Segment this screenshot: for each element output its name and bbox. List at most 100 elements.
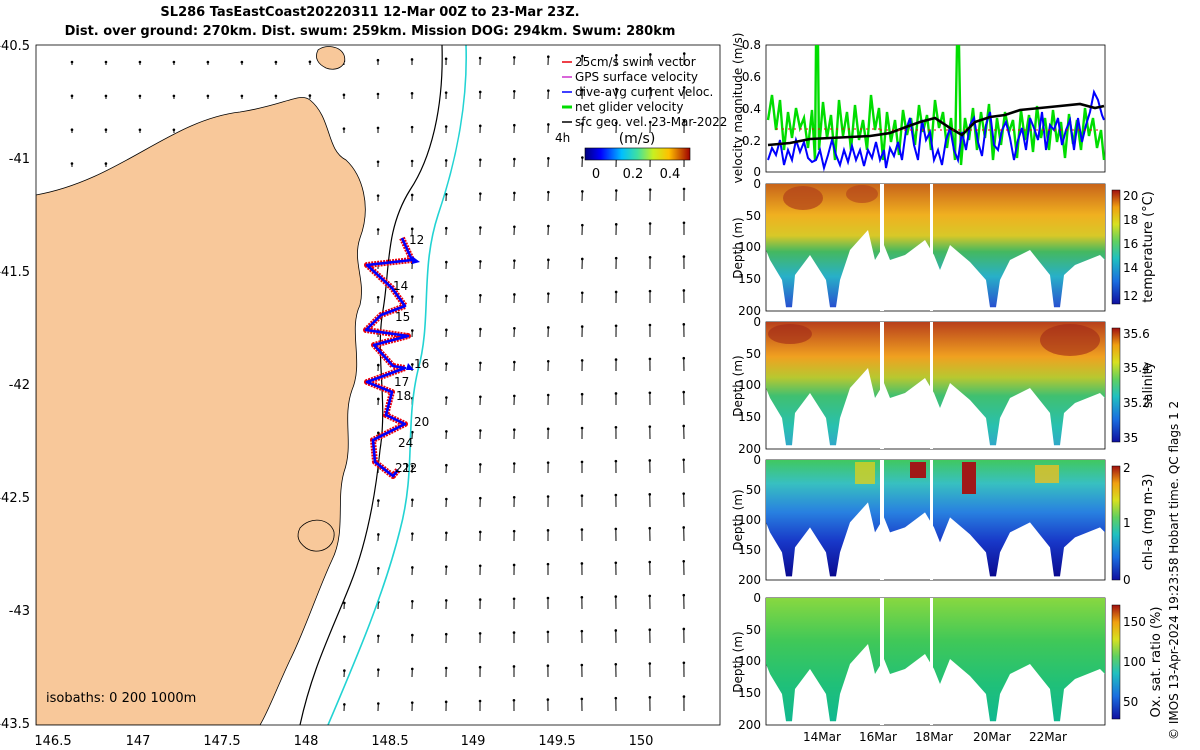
depth-ticks: 0 50 100 150 200 0 50 100 150 200 0 50 1… <box>738 177 761 732</box>
day-label-17: 17 <box>394 375 409 389</box>
velocity-arrow-head <box>648 357 652 361</box>
temperature-colorbar <box>1111 189 1121 305</box>
velocity-arrow-head <box>410 701 414 704</box>
depth-tick: 0 <box>753 591 761 605</box>
velocity-arrow-head <box>376 228 380 231</box>
velocity-arrow-head <box>445 497 448 501</box>
ox-cbar-tick: 100 <box>1123 655 1146 669</box>
velocity-arrow-head <box>682 593 686 597</box>
velocity-arrow-head <box>648 560 652 564</box>
velocity-arrow-head <box>478 598 482 601</box>
velocity-arrow-head <box>580 426 584 430</box>
depth-tick: 100 <box>738 240 761 254</box>
velocity-arrow-head <box>512 529 516 533</box>
velocity-arrow-head <box>444 91 448 94</box>
depth-tick: 50 <box>746 347 761 361</box>
speed-colorbar <box>584 147 691 161</box>
velocity-arrow-head <box>445 396 448 399</box>
depth-tick: 150 <box>738 686 761 700</box>
track-day-labels: 12 14 15 16 17 18 20 24 21 22 <box>393 233 429 475</box>
velocity-arrow-head <box>648 86 652 90</box>
depth-tick: 200 <box>738 573 761 587</box>
velocity-arrow-head <box>580 392 584 396</box>
salinity-section-panel: 35 35.2 35.4 35.6 salinity <box>765 321 1156 450</box>
velocity-arrow-head <box>648 594 652 598</box>
time-tick: 18Mar <box>915 730 953 744</box>
lon-tick: 148.5 <box>371 734 408 749</box>
depth-tick: 150 <box>738 272 761 286</box>
velocity-arrow-head <box>240 60 244 64</box>
velocity-arrow-head <box>478 496 482 500</box>
lon-tick: 148 <box>294 734 319 749</box>
velocity-arrow-head <box>410 159 414 163</box>
velocity-arrow-head <box>682 255 686 258</box>
velocity-arrow-head <box>479 361 482 365</box>
day-label-14: 14 <box>393 279 408 293</box>
day-label-21: 21 <box>395 461 410 475</box>
velocity-arrow-head <box>580 562 584 565</box>
velocity-arrow-head <box>614 223 618 226</box>
velocity-arrow-head <box>581 122 584 126</box>
warm-patch <box>846 185 878 203</box>
velocity-arrow-head <box>70 60 74 64</box>
velocity-arrow-head <box>444 159 448 162</box>
velocity-arrow-head <box>546 495 550 498</box>
map-longitude-ticks: 146.5 147 147.5 148 148.5 149 149.5 150 <box>34 734 653 749</box>
velocity-arrow-head <box>682 627 686 631</box>
velocity-arrow-head <box>376 126 380 130</box>
velocity-arrow-head <box>580 596 584 599</box>
velocity-arrow-head <box>580 460 584 464</box>
velocity-arrow-head <box>682 695 686 698</box>
velocity-arrow-head <box>478 530 482 534</box>
depth-tick: 0 <box>753 453 761 467</box>
depth-tick: 200 <box>738 304 761 318</box>
velocity-arrow-head <box>479 463 482 466</box>
velocity-arrow-head <box>546 359 550 363</box>
day-label-20: 20 <box>414 415 429 429</box>
sal-cbar-tick: 35 <box>1123 431 1138 445</box>
velocity-arrow-head <box>648 628 652 632</box>
velocity-arrow-head <box>648 425 652 428</box>
velocity-arrow-head <box>513 360 516 364</box>
legend-gps-velocity: GPS surface velocity <box>575 70 698 84</box>
velocity-arrow-head <box>614 324 618 328</box>
velocity-arrow-head <box>682 289 686 292</box>
velocity-arrow-head <box>648 493 652 496</box>
velocity-arrow-head <box>648 256 652 259</box>
copyright-notice: © IMOS 13-Apr-2024 19:23:58 Hobart time.… <box>1167 400 1181 740</box>
velocity-arrow-head <box>343 669 346 672</box>
velocity-ylabel: velocity magnitude (m/s) <box>731 33 745 184</box>
lat-tick: -41.5 <box>0 265 30 280</box>
velocity-arrow-head <box>513 293 516 296</box>
velocity-arrow-head <box>479 293 482 297</box>
velocity-arrow-head <box>614 426 618 429</box>
velocity-arrow-head <box>513 123 516 127</box>
velocity-arrow-head <box>581 190 584 193</box>
oxygen-colorbar <box>1111 604 1121 720</box>
chl-patch <box>910 462 926 478</box>
velocity-arrow-head <box>376 92 380 96</box>
velocity-arrow-head <box>343 703 346 706</box>
velocity-arrow-head <box>648 120 652 124</box>
salinity-colorbar <box>1111 327 1121 443</box>
data-gap <box>930 322 933 449</box>
depth-tick: 50 <box>746 623 761 637</box>
velocity-yticks: 0.8 0.6 0.4 0.2 0 <box>742 38 761 179</box>
velocity-arrow-head <box>512 563 516 567</box>
velocity-arrow-head <box>682 86 686 89</box>
velocity-arrow-head <box>614 561 618 565</box>
velocity-arrow-head <box>682 661 686 665</box>
depth-label: Depth (m) <box>731 489 745 550</box>
chl-cbar-tick: 0 <box>1123 573 1131 587</box>
velocity-arrow-head <box>614 189 618 192</box>
salinity-cbar-label: salinity <box>1141 361 1156 408</box>
velocity-arrow-head <box>547 157 550 160</box>
velocity-arrow-head <box>512 496 516 499</box>
velocity-arrow-head <box>614 493 618 497</box>
lat-tick: -40.5 <box>0 39 30 54</box>
saline-patch <box>768 324 812 344</box>
data-gap <box>880 184 884 311</box>
vel-ytick: 0.4 <box>742 102 761 116</box>
map-frame <box>35 44 721 726</box>
salinity-field <box>766 322 1105 446</box>
